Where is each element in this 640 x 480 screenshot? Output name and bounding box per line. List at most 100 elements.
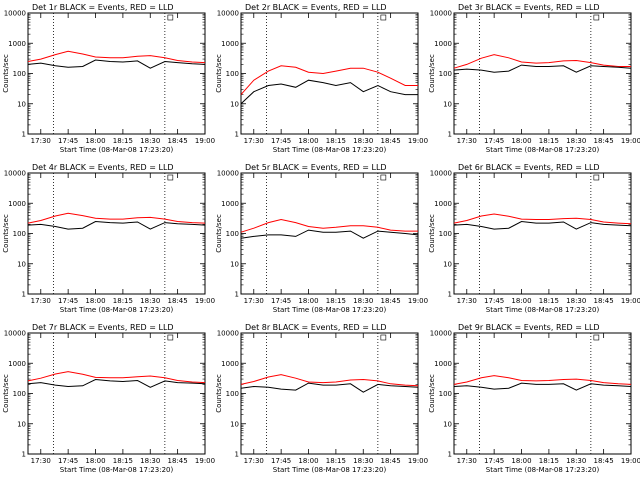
- lld-series-line: [240, 374, 419, 387]
- x-tick-label: 18:15: [539, 457, 559, 465]
- y-tick-label: 1000: [8, 360, 26, 368]
- x-tick-label: 18:30: [353, 457, 373, 465]
- y-tick-label: 1: [448, 131, 452, 139]
- y-tick-label: 100: [226, 230, 239, 238]
- y-tick-label: 1000: [221, 200, 239, 208]
- y-axis-label: Counts/sec: [215, 54, 223, 93]
- x-tick-label: 19:00: [195, 137, 215, 145]
- y-axis-label: Counts/sec: [2, 214, 10, 253]
- events-series-line: [240, 229, 419, 239]
- x-tick-label: 18:45: [381, 297, 401, 305]
- y-axis-label: Counts/sec: [428, 374, 436, 413]
- x-axis-label: Start Time (08-Mar-08 17:23:20): [60, 146, 174, 154]
- y-tick-label: 1: [22, 291, 26, 299]
- y-axis-label: Counts/sec: [215, 214, 223, 253]
- y-tick-label: 1000: [221, 40, 239, 48]
- x-axis-label: Start Time (08-Mar-08 17:23:20): [273, 146, 387, 154]
- y-tick-label: 10000: [217, 10, 239, 18]
- x-tick-label: 18:30: [353, 297, 373, 305]
- y-tick-label: 100: [226, 70, 239, 78]
- plot-frame: [27, 332, 206, 455]
- marker-glyph: [380, 334, 387, 341]
- x-tick-label: 17:45: [271, 297, 291, 305]
- x-tick-label: 17:45: [484, 457, 504, 465]
- x-tick-label: 18:45: [381, 137, 401, 145]
- det-2r-chart: Det 2r BLACK = Events, RED = LLD 1 10 100 10…: [215, 3, 428, 154]
- det-9r-chart: Det 9r BLACK = Events, RED = LLD 1 10 100 10…: [428, 323, 640, 474]
- y-axis-label: Counts/sec: [428, 54, 436, 93]
- plot-frame: [27, 172, 206, 295]
- y-tick-label: 1: [235, 131, 239, 139]
- x-tick-label: 18:15: [113, 457, 133, 465]
- x-tick-label: 18:30: [140, 297, 160, 305]
- y-tick-label: 100: [439, 70, 452, 78]
- x-tick-label: 18:00: [511, 297, 531, 305]
- y-tick-label: 1000: [434, 360, 452, 368]
- chart-title: Det 8r BLACK = Events, RED = LLD: [245, 323, 387, 332]
- x-tick-label: 19:00: [621, 457, 640, 465]
- x-tick-label: 19:00: [408, 137, 428, 145]
- x-tick-label: 18:00: [85, 457, 105, 465]
- x-axis-label: Start Time (08-Mar-08 17:23:20): [273, 306, 387, 314]
- marker-glyph: [167, 334, 174, 341]
- events-series-line: [27, 378, 206, 388]
- x-tick-label: 18:30: [566, 457, 586, 465]
- events-series-line: [27, 220, 206, 230]
- x-tick-label: 18:30: [140, 137, 160, 145]
- x-tick-label: 18:45: [168, 137, 188, 145]
- y-tick-label: 100: [439, 390, 452, 398]
- det-6r-chart: Det 6r BLACK = Events, RED = LLD 1 10 100 10…: [428, 163, 640, 314]
- y-tick-label: 10000: [430, 330, 452, 338]
- events-series-line: [453, 382, 632, 391]
- chart-title: Det 5r BLACK = Events, RED = LLD: [245, 163, 387, 172]
- y-tick-label: 100: [13, 390, 26, 398]
- events-series-line: [27, 59, 206, 69]
- y-tick-label: 10000: [4, 330, 26, 338]
- lld-series-line: [27, 50, 206, 64]
- det-3r-chart: Det 3r BLACK = Events, RED = LLD 1 10 100 10…: [428, 3, 640, 154]
- plot-frame: [240, 332, 419, 455]
- lld-series-line: [27, 371, 206, 384]
- x-tick-label: 18:15: [113, 297, 133, 305]
- y-axis-label: Counts/sec: [428, 214, 436, 253]
- x-tick-label: 18:00: [85, 137, 105, 145]
- det-8r-chart: Det 8r BLACK = Events, RED = LLD 1 10 100 10…: [215, 323, 428, 474]
- plot-frame: [240, 172, 419, 295]
- y-tick-label: 1: [22, 451, 26, 459]
- x-tick-label: 17:45: [58, 137, 78, 145]
- marker-glyph: [167, 174, 174, 181]
- x-tick-label: 18:00: [298, 137, 318, 145]
- lld-series-line: [27, 212, 206, 224]
- chart-title: Det 9r BLACK = Events, RED = LLD: [458, 323, 600, 332]
- y-tick-label: 10: [17, 420, 26, 428]
- marker-glyph: [380, 14, 387, 21]
- x-tick-label: 17:45: [271, 457, 291, 465]
- y-tick-label: 100: [13, 230, 26, 238]
- x-tick-label: 18:15: [326, 457, 346, 465]
- plot-frame: [453, 332, 632, 455]
- lld-series-line: [240, 65, 418, 95]
- x-tick-label: 19:00: [195, 297, 215, 305]
- x-tick-label: 18:15: [539, 297, 559, 305]
- y-tick-label: 10: [230, 100, 239, 108]
- y-tick-label: 10000: [217, 330, 239, 338]
- chart-title: Det 1r BLACK = Events, RED = LLD: [32, 3, 174, 12]
- plot-frame: [453, 172, 632, 295]
- y-tick-label: 1000: [8, 40, 26, 48]
- y-tick-label: 1: [235, 291, 239, 299]
- x-tick-label: 18:45: [594, 297, 614, 305]
- chart-title: Det 7r BLACK = Events, RED = LLD: [32, 323, 174, 332]
- events-series-line: [240, 79, 418, 105]
- lld-series-line: [453, 54, 631, 69]
- y-tick-label: 100: [13, 70, 26, 78]
- y-tick-label: 100: [226, 390, 239, 398]
- x-tick-label: 18:30: [353, 137, 373, 145]
- x-tick-label: 18:00: [511, 137, 531, 145]
- x-tick-label: 18:00: [298, 457, 318, 465]
- marker-glyph: [593, 334, 600, 341]
- chart-title: Det 2r BLACK = Events, RED = LLD: [245, 3, 387, 12]
- y-axis-label: Counts/sec: [2, 374, 10, 413]
- chart-title: Det 6r BLACK = Events, RED = LLD: [458, 163, 600, 172]
- y-tick-label: 100: [439, 230, 452, 238]
- chart-title: Det 3r BLACK = Events, RED = LLD: [458, 3, 600, 12]
